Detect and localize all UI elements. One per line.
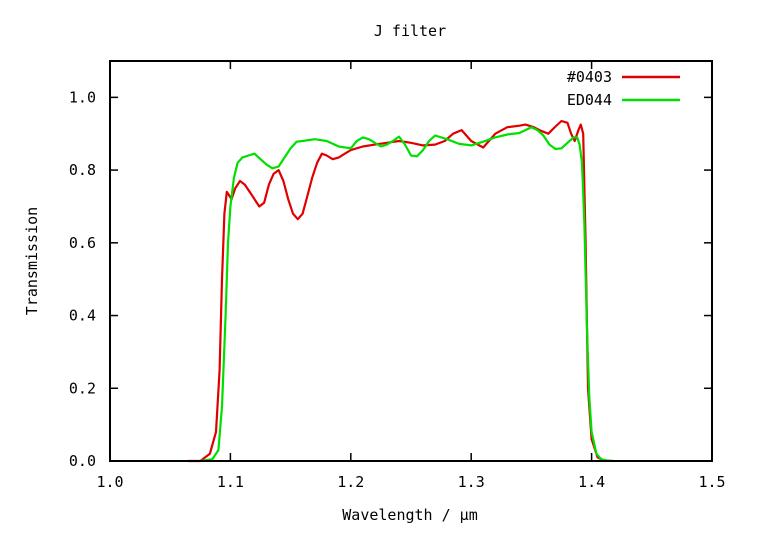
series-layer xyxy=(187,119,615,463)
y-tick-label: 1.0 xyxy=(69,88,96,106)
y-tick-label: 0.6 xyxy=(69,234,96,252)
x-tick-label: 1.3 xyxy=(458,473,485,491)
legend-label-0403: #0403 xyxy=(567,68,612,86)
x-tick-label: 1.4 xyxy=(578,473,605,491)
chart-title: J filter xyxy=(374,22,446,40)
y-tick-label: 0.8 xyxy=(69,161,96,179)
series-line-ed044 xyxy=(199,126,615,463)
y-axis-label: Transmission xyxy=(23,207,41,315)
x-tick-label: 1.2 xyxy=(337,473,364,491)
y-tick-label: 0.4 xyxy=(69,307,96,325)
x-tick-label: 1.5 xyxy=(698,473,725,491)
y-tick-label: 0.0 xyxy=(69,452,96,470)
legend-label-ed044: ED044 xyxy=(567,91,612,109)
y-tick-label: 0.2 xyxy=(69,379,96,397)
y-axis-ticks: 0.0 0.2 0.4 0.6 0.8 1.0 xyxy=(69,88,712,470)
plot-frame xyxy=(109,60,713,462)
series-line-0403 xyxy=(187,119,611,463)
x-tick-label: 1.1 xyxy=(217,473,244,491)
x-axis-label: Wavelength / μm xyxy=(342,506,477,524)
x-axis-ticks: 1.0 1.1 1.2 1.3 1.4 1.5 xyxy=(96,61,726,491)
legend: #0403 ED044 xyxy=(567,68,680,109)
x-tick-label: 1.0 xyxy=(96,473,123,491)
